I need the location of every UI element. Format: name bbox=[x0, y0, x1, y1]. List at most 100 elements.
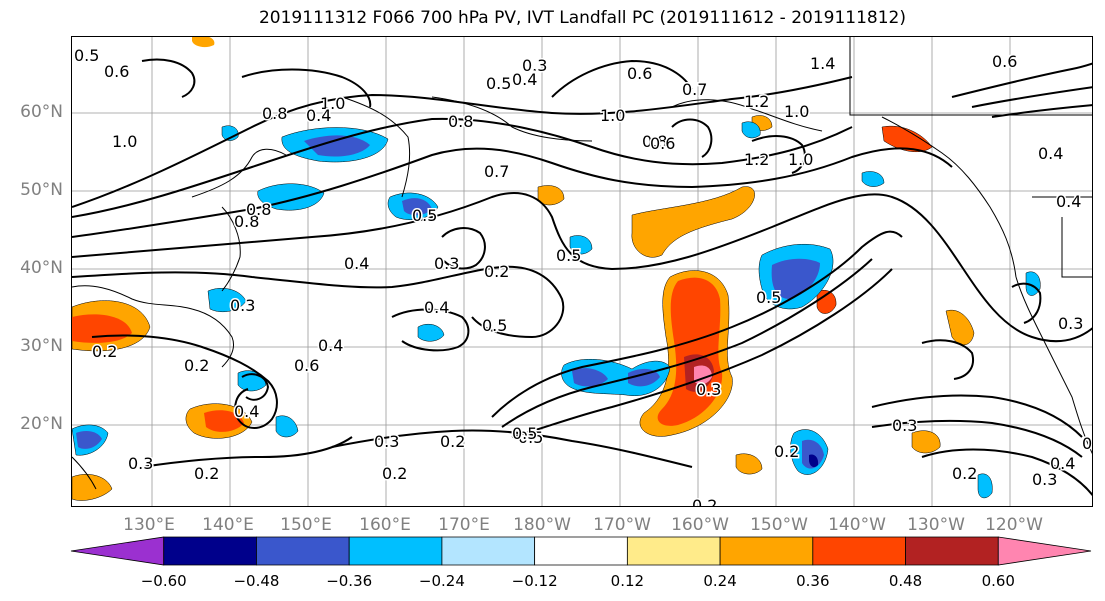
contour-label: 0.8 bbox=[234, 212, 259, 231]
latitude-label: 30°N bbox=[20, 336, 63, 356]
contour-label: 0.2 bbox=[692, 496, 717, 507]
contour-label: 0.4 bbox=[344, 254, 369, 273]
contour-label: 1.0 bbox=[320, 94, 345, 113]
contour-label: 0.4 bbox=[512, 70, 537, 89]
figure-title: 2019111312 F066 700 hPa PV, IVT Landfall… bbox=[258, 8, 906, 28]
contour-label: 0.4 bbox=[234, 402, 259, 421]
contour-label: 0.5 bbox=[556, 246, 581, 265]
negative-anomaly-region bbox=[771, 258, 820, 299]
positive-anomaly-region bbox=[192, 37, 215, 48]
contour-label: 0.5 bbox=[512, 424, 537, 443]
contour-label: 0.5 bbox=[74, 46, 99, 65]
latitude-label: 40°N bbox=[20, 258, 63, 278]
colorbar-tick-label: −0.36 bbox=[326, 572, 373, 590]
longitude-label: 140°E bbox=[202, 515, 254, 535]
colorbar-cell bbox=[441, 536, 536, 566]
contour-label: 1.2 bbox=[744, 92, 769, 111]
contour-label: 0.3 bbox=[696, 380, 721, 399]
contour-label: 0.2 bbox=[440, 432, 465, 451]
contour-label: 0.6 bbox=[650, 134, 675, 153]
longitude-label: 140°W bbox=[828, 515, 886, 535]
positive-anomaly-region bbox=[911, 430, 941, 454]
colorbar-tick-label: −0.24 bbox=[418, 572, 465, 590]
positive-anomaly-region bbox=[72, 474, 113, 501]
longitude-label: 160°W bbox=[671, 515, 729, 535]
contour-label: 0.8 bbox=[262, 104, 287, 123]
colorbar-tick-label: −0.48 bbox=[233, 572, 280, 590]
contour-label: 0.2 bbox=[484, 262, 509, 281]
contour-label: 1.0 bbox=[784, 102, 809, 121]
contour-label: 0.4 bbox=[1082, 434, 1093, 453]
longitude-label: 170°E bbox=[438, 515, 490, 535]
negative-anomaly-region bbox=[977, 473, 993, 499]
contour-label: 0.3 bbox=[892, 416, 917, 435]
contour-label: 0.4 bbox=[318, 336, 343, 355]
contour-label: 0.5 bbox=[412, 206, 437, 225]
contour-label: 0.3 bbox=[230, 296, 255, 315]
longitude-label: 150°W bbox=[750, 515, 808, 535]
contour-label: 0.6 bbox=[104, 62, 129, 81]
colorbar-cell bbox=[905, 536, 999, 566]
colorbar-tick-label: 0.12 bbox=[610, 572, 645, 590]
longitude-label: 120°W bbox=[985, 515, 1043, 535]
negative-anomaly-region bbox=[809, 454, 819, 468]
contour-label: 1.0 bbox=[788, 150, 813, 169]
negative-anomaly-region bbox=[802, 439, 824, 469]
negative-anomaly-region bbox=[207, 288, 247, 312]
latitude-label: 50°N bbox=[20, 180, 63, 200]
contour-label: 0.5 bbox=[482, 316, 507, 335]
negative-anomaly-region bbox=[76, 431, 102, 449]
negative-anomaly-region bbox=[275, 415, 299, 438]
negative-anomaly-region bbox=[304, 135, 370, 157]
contour-label: 0.4 bbox=[424, 298, 449, 317]
negative-anomaly-region bbox=[561, 359, 671, 397]
colorbar-tick-label: −0.60 bbox=[140, 572, 187, 590]
colorbar-cell bbox=[534, 536, 628, 566]
colorbar-cell bbox=[719, 536, 814, 566]
colorbar-cells bbox=[70, 536, 1092, 566]
colorbar-tick-label: 0.36 bbox=[796, 572, 830, 590]
colorbar-cell bbox=[163, 536, 257, 566]
contour-label: 0.2 bbox=[774, 442, 799, 461]
contour-label: 0.4 bbox=[1056, 192, 1081, 211]
colorbar-cell bbox=[70, 536, 165, 566]
contour-label: 0.2 bbox=[184, 356, 209, 375]
longitude-label: 170°W bbox=[593, 515, 651, 535]
contour-label: 1.2 bbox=[744, 150, 769, 169]
pv-shading bbox=[72, 37, 1041, 501]
negative-anomaly-region bbox=[569, 235, 593, 255]
contour-label: 0.2 bbox=[194, 464, 219, 483]
contour-label: 0.6 bbox=[627, 64, 652, 83]
pv-contours bbox=[72, 58, 1092, 497]
colorbar-tick-label: 0.48 bbox=[888, 572, 923, 590]
map-svg: 0.50.60.81.00.30.5 0.4 0.60.71.01.21.41.01… bbox=[72, 37, 1093, 507]
positive-anomaly-region bbox=[735, 453, 763, 475]
negative-anomaly-region bbox=[628, 368, 660, 387]
positive-anomaly-region bbox=[204, 410, 244, 432]
positive-anomaly-region bbox=[631, 186, 755, 258]
contour-label: 0.3 bbox=[434, 254, 459, 273]
longitude-label: 130°E bbox=[123, 515, 175, 535]
colorbar-cell bbox=[256, 536, 350, 566]
colorbar-cell bbox=[997, 536, 1092, 566]
contour-label: 0.5 bbox=[518, 428, 543, 447]
contour-label: 0.3 bbox=[522, 56, 547, 75]
negative-anomaly-region bbox=[572, 368, 608, 387]
contour-label: 0.3 bbox=[128, 454, 153, 473]
colorbar-tick-label: −0.12 bbox=[511, 572, 558, 590]
colorbar-cell bbox=[812, 536, 906, 566]
negative-anomaly-region bbox=[402, 198, 432, 216]
contour-label: 0.4 bbox=[306, 106, 331, 125]
contour-label: 1.4 bbox=[810, 54, 835, 73]
colorbar-cell bbox=[626, 536, 721, 566]
contour-label: 0.8 bbox=[448, 112, 473, 131]
longitude-label: 130°W bbox=[907, 515, 965, 535]
longitude-label: 180°W bbox=[513, 515, 571, 535]
contour-label: 0.8 bbox=[246, 200, 271, 219]
contour-label: 0.2 bbox=[952, 464, 977, 483]
latitude-label: 20°N bbox=[20, 414, 63, 434]
contour-label: 0.2 bbox=[382, 464, 407, 483]
contour-label: 0.2 bbox=[92, 342, 117, 361]
negative-anomaly-region bbox=[417, 324, 445, 342]
